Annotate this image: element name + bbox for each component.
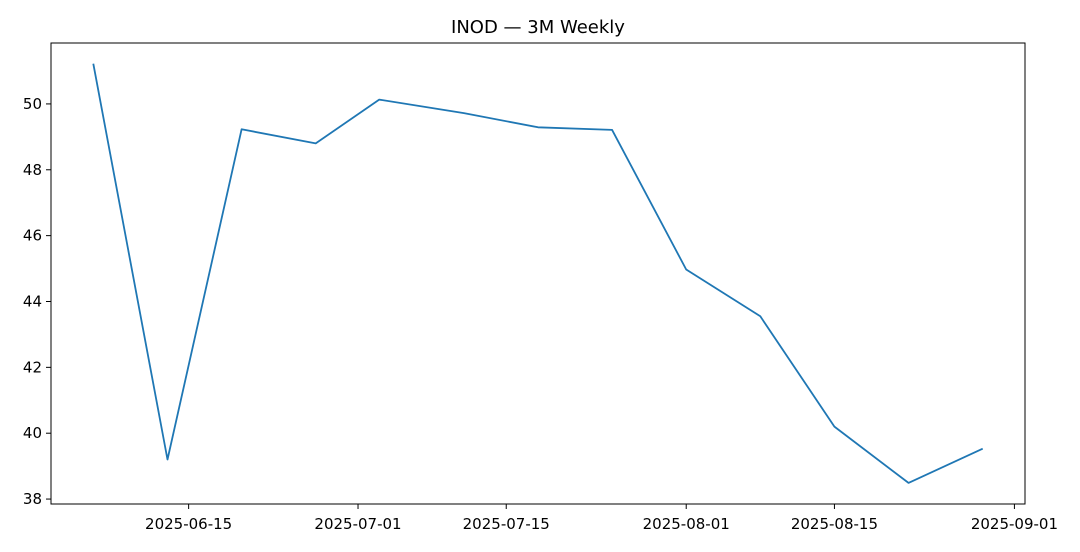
y-tick-label: 38 xyxy=(23,490,42,508)
y-tick-label: 40 xyxy=(23,424,42,442)
series-line xyxy=(92,63,984,484)
plot-frame xyxy=(50,42,1026,505)
x-tick-label: 2025-07-15 xyxy=(463,515,550,533)
y-tick-label: 50 xyxy=(23,95,42,113)
y-tick-label: 42 xyxy=(23,358,42,376)
y-axis: 38 40 42 44 46 48 50 xyxy=(23,95,51,508)
x-tick-label: 2025-08-15 xyxy=(791,515,878,533)
x-axis: 2025-06-15 2025-07-01 2025-07-15 2025-08-01… xyxy=(145,504,1058,533)
plot-area xyxy=(92,63,984,484)
x-tick-label: 2025-07-01 xyxy=(314,515,401,533)
x-tick-label: 2025-08-01 xyxy=(643,515,730,533)
x-tick-label: 2025-09-01 xyxy=(971,515,1058,533)
y-tick-label: 46 xyxy=(23,227,42,245)
y-tick-label: 48 xyxy=(23,161,42,179)
chart-title: INOD — 3M Weekly xyxy=(451,17,625,38)
y-tick-label: 44 xyxy=(23,292,42,310)
x-tick-label: 2025-06-15 xyxy=(145,515,232,533)
